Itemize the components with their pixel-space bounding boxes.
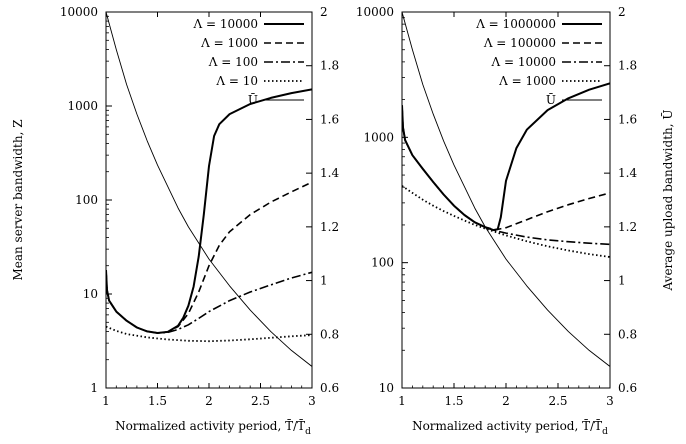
series-group: [106, 12, 312, 367]
y-tick-label: 10: [83, 287, 98, 301]
y-tick-label: 10000: [60, 5, 98, 19]
x-axis-label-sub: d: [602, 427, 608, 437]
y2-tick-label: 2: [618, 5, 626, 19]
series-line: [106, 12, 312, 367]
y2-tick-label: 1: [320, 274, 328, 288]
series-line: [402, 185, 610, 258]
series-line: [402, 82, 610, 232]
y2-tick-label: 2: [320, 5, 328, 19]
left-panel: 1 1.5 2 2.5 3 1 10 100 1000 10000 0.6 0.8 1 1.2 1.4 1.6…: [11, 5, 339, 437]
x-tick-label: 2.5: [251, 394, 270, 408]
series-group: [402, 12, 610, 367]
y-tick-label: 1: [90, 381, 98, 395]
x-tick-label: 2: [502, 394, 510, 408]
y2-tick-label: 0.8: [320, 327, 339, 341]
x-axis-label: Normalized activity period, T̄/T̄d: [412, 418, 608, 437]
legend-label: Ū: [546, 92, 556, 107]
y2-tick-label: 1.4: [320, 166, 339, 180]
y2-tick-label: 0.8: [618, 327, 637, 341]
y-tick-label: 1000: [363, 130, 394, 144]
y2-tick-label: 1.6: [320, 112, 339, 126]
series-line: [402, 105, 610, 231]
x-axis-label-sub: d: [305, 427, 311, 437]
y2-tick-label: 1.2: [618, 220, 637, 234]
x-tick-label: 1.5: [148, 394, 167, 408]
y-tick-label: 1000: [67, 99, 98, 113]
x-tick-label: 1: [398, 394, 406, 408]
x-axis-label: Normalized activity period, T̄/T̄d: [115, 418, 311, 437]
series-line: [106, 269, 312, 334]
x-axis-label-main: Normalized activity period, T̄/T̄: [412, 418, 602, 433]
legend-label: Λ = 1000000: [475, 17, 556, 31]
x-tick-label: 3: [308, 394, 316, 408]
x-tick-label: 2: [205, 394, 213, 408]
y-axis-label: Mean server bandwidth, Z: [11, 119, 25, 280]
series-line: [106, 325, 312, 343]
right-panel: 1 1.5 2 2.5 3 10 100 1000 10000 0.6 0.8 1 1.2 1.4 1.6 1…: [356, 5, 675, 437]
y2-tick-label: 1.6: [618, 112, 637, 126]
legend-label: Λ = 100000: [483, 36, 556, 50]
legend-label: Λ = 1000: [200, 36, 258, 50]
x-tick-label: 1.5: [444, 394, 463, 408]
y-tick-label: 10000: [356, 5, 394, 19]
y2-tick-label: 1: [618, 274, 626, 288]
y2-tick-label: 1.4: [618, 166, 637, 180]
y2-tick-label: 0.6: [320, 381, 339, 395]
legend-label: Λ = 10000: [192, 17, 258, 31]
y-tick-label: 100: [371, 256, 394, 270]
series-line: [402, 105, 610, 246]
series-line: [106, 88, 312, 334]
x-tick-label: 3: [606, 394, 614, 408]
y-tick-label: 100: [75, 193, 98, 207]
series-line: [402, 12, 610, 367]
series-line: [106, 181, 312, 334]
legend-label: Λ = 10: [215, 74, 258, 88]
legend-label: Λ = 1000: [498, 74, 556, 88]
legend-label: Λ = 100: [208, 55, 258, 69]
legend-label: Ū: [248, 92, 258, 107]
y2-tick-label: 0.6: [618, 381, 637, 395]
y2-axis-label: Average upload bandwidth, Ū: [660, 109, 675, 291]
y2-tick-label: 1.2: [320, 220, 339, 234]
x-tick-label: 2.5: [548, 394, 567, 408]
x-axis-label-main: Normalized activity period, T̄/T̄: [115, 418, 305, 433]
y2-tick-label: 1.8: [320, 59, 339, 73]
x-tick-label: 1: [102, 394, 110, 408]
legend-label: Λ = 10000: [490, 55, 556, 69]
y-tick-label: 10: [379, 381, 394, 395]
y2-tick-label: 1.8: [618, 59, 637, 73]
